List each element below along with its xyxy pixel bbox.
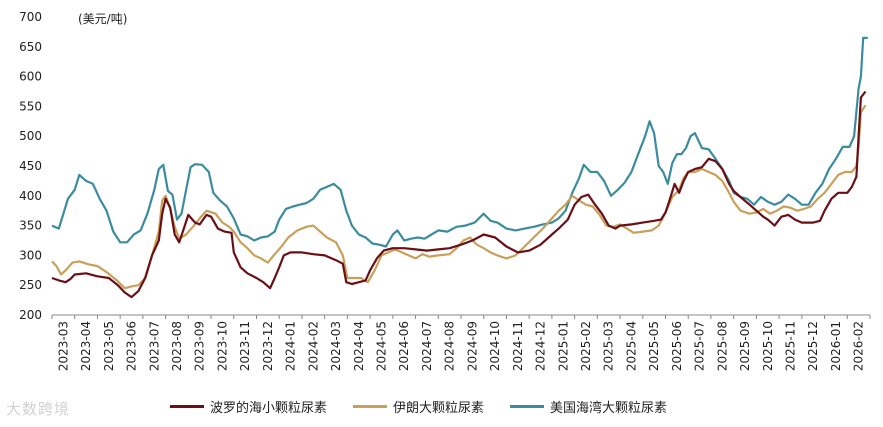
x-tick-label: 2025-04 — [624, 321, 638, 371]
x-tick-label: 2023-07 — [147, 321, 161, 371]
legend-item-us-gulf: 美国海湾大颗粒尿素 — [510, 397, 667, 416]
legend-label-iran: 伊朗大颗粒尿素 — [393, 401, 485, 416]
y-axis-ticks: 200 250 300 350 400 450 500 550 600 650 700 — [19, 10, 42, 322]
legend-swatch-baltic — [170, 405, 204, 408]
y-tick-label: 350 — [19, 219, 42, 233]
y-tick-label: 550 — [19, 99, 42, 113]
series-lines — [51, 36, 868, 299]
x-tick-label: 2025-05 — [647, 321, 661, 371]
legend-item-iran: 伊朗大颗粒尿素 — [353, 397, 484, 416]
x-tick-label: 2024-12 — [534, 321, 548, 371]
x-tick-label: 2025-01 — [556, 321, 570, 371]
x-tick-label: 2023-06 — [125, 321, 139, 371]
unit-label: (美元/吨) — [78, 12, 127, 26]
x-tick-label: 2026-01 — [829, 321, 843, 371]
x-tick-label: 2024-04 — [352, 321, 366, 371]
x-tick-label: 2025-12 — [806, 321, 820, 371]
series-line-0 — [51, 90, 867, 299]
x-tick-label: 2024-06 — [397, 321, 411, 371]
y-tick-label: 500 — [19, 129, 42, 143]
x-tick-label: 2024-05 — [374, 321, 388, 371]
x-tick-label: 2024-03 — [329, 321, 343, 371]
x-tick-label: 2025-10 — [761, 321, 775, 371]
y-tick-label: 700 — [19, 10, 42, 24]
legend-label-baltic: 波罗的海小颗粒尿素 — [210, 401, 328, 416]
x-tick-label: 2024-10 — [488, 321, 502, 371]
x-tick-label: 2025-11 — [783, 321, 797, 371]
watermark-logo: 大数跨境 — [6, 400, 71, 418]
x-tick-label: 2024-08 — [443, 321, 457, 371]
x-tick-label: 2023-10 — [215, 321, 229, 371]
legend-swatch-us-gulf — [510, 405, 545, 408]
y-tick-label: 300 — [19, 248, 42, 262]
x-tick-label: 2025-03 — [602, 321, 616, 371]
x-tick-label: 2025-06 — [670, 321, 684, 371]
legend-label-us-gulf: 美国海湾大颗粒尿素 — [550, 401, 668, 416]
x-tick-label: 2025-08 — [715, 321, 729, 371]
legend: 波罗的海小颗粒尿素 伊朗大颗粒尿素 美国海湾大颗粒尿素 — [170, 397, 667, 416]
series-line-2 — [51, 36, 868, 248]
x-tick-label: 2024-09 — [465, 321, 479, 371]
legend-item-baltic: 波罗的海小颗粒尿素 — [170, 397, 327, 416]
x-tick-label: 2024-01 — [284, 321, 298, 371]
y-tick-label: 600 — [19, 70, 42, 84]
x-tick-label: 2023-05 — [102, 321, 116, 371]
x-tick-label: 2024-07 — [420, 321, 434, 371]
x-tick-label: 2025-07 — [693, 321, 707, 371]
y-tick-label: 650 — [19, 40, 42, 54]
x-tick-label: 2026-02 — [852, 321, 866, 371]
y-tick-label: 250 — [19, 278, 42, 292]
x-tick-label: 2023-12 — [261, 321, 275, 371]
x-axis-ticks: 2023-03 2023-04 2023-05 2023-06 2023-07 2023-… — [51, 315, 871, 371]
x-tick-label: 2024-11 — [511, 321, 525, 371]
y-tick-label: 450 — [19, 159, 42, 173]
x-tick-label: 2023-04 — [79, 321, 93, 371]
x-tick-label: 2023-08 — [170, 321, 184, 371]
legend-swatch-iran — [353, 405, 388, 408]
x-tick-label: 2023-03 — [56, 321, 70, 371]
x-tick-label: 2025-09 — [738, 321, 752, 371]
x-tick-label: 2025-02 — [579, 321, 593, 371]
y-tick-label: 200 — [19, 308, 42, 322]
x-tick-label: 2023-09 — [193, 321, 207, 371]
x-tick-label: 2024-02 — [306, 321, 320, 371]
y-tick-label: 400 — [19, 189, 42, 203]
x-tick-label: 2023-11 — [238, 321, 252, 371]
